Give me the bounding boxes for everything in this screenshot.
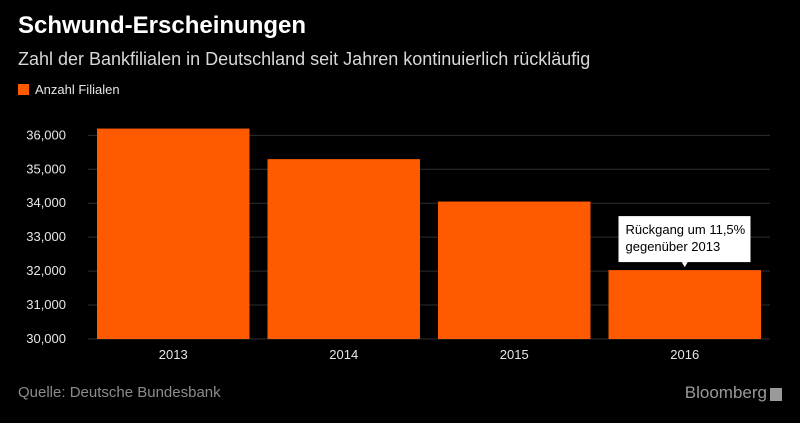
annotation-box [618, 216, 751, 263]
bloomberg-mark-icon [770, 388, 782, 401]
x-tick-label: 2015 [500, 347, 529, 362]
chart-subtitle: Zahl der Bankfilialen in Deutschland sei… [18, 49, 591, 69]
y-tick-label: 36,000 [26, 127, 66, 142]
annotation-text: Rückgang um 11,5% [626, 222, 746, 237]
legend-label: Anzahl Filialen [35, 82, 120, 97]
legend: Anzahl Filialen [18, 82, 120, 97]
bar [608, 270, 761, 339]
x-tick-label: 2013 [159, 347, 188, 362]
y-tick-label: 33,000 [26, 229, 66, 244]
x-tick-label: 2016 [670, 347, 699, 362]
x-tick-label: 2014 [329, 347, 358, 362]
source-note: Quelle: Deutsche Bundesbank [18, 384, 221, 401]
annotation-text: gegenüber 2013 [626, 239, 721, 254]
bloomberg-logo: Bloomberg [685, 383, 782, 403]
annotation-pointer [681, 262, 688, 268]
brand-name: Bloomberg [684, 383, 767, 402]
y-tick-label: 34,000 [26, 195, 66, 210]
y-tick-label: 32,000 [26, 263, 66, 278]
y-tick-label: 30,000 [26, 331, 66, 346]
chart-title: Schwund-Erscheinungen [18, 12, 307, 39]
bar [97, 128, 250, 339]
y-tick-label: 35,000 [26, 161, 66, 176]
legend-swatch [18, 84, 29, 95]
bar [267, 159, 420, 339]
bar [438, 201, 591, 339]
y-tick-label: 31,000 [26, 297, 66, 312]
